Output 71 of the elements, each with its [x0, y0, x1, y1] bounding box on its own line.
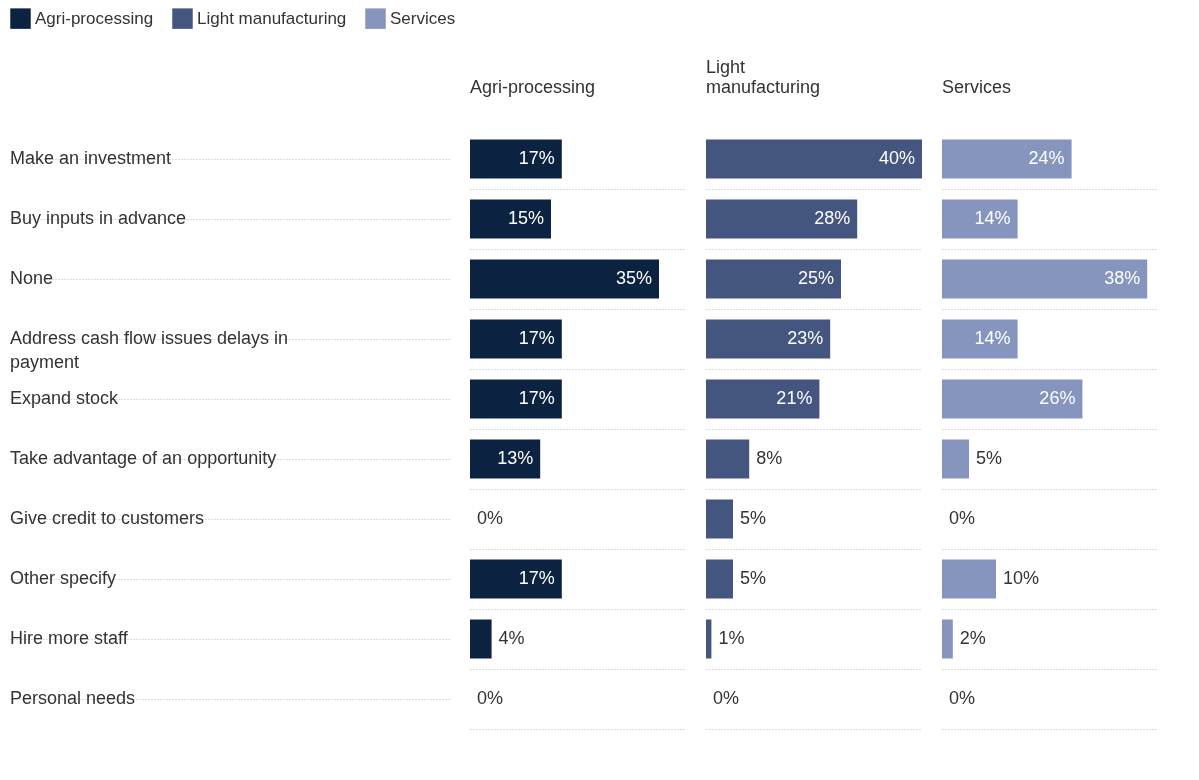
y-tick-label: Give credit to customers — [10, 508, 205, 528]
bar — [470, 619, 492, 659]
bar — [942, 319, 1018, 359]
bar — [470, 559, 562, 599]
data-label: 10% — [1003, 568, 1040, 588]
data-label: 2% — [959, 628, 986, 648]
data-label: 5% — [740, 508, 767, 528]
bar — [470, 319, 562, 359]
y-tick-label: Address cash flow issues delays in payment — [10, 328, 289, 372]
bar — [470, 379, 562, 419]
bar — [706, 379, 820, 419]
data-label: 14% — [974, 208, 1011, 228]
data-label: 0% — [477, 688, 504, 708]
bar — [706, 139, 922, 179]
y-tick-label: Buy inputs in advance — [10, 208, 187, 228]
data-label: 0% — [949, 688, 976, 708]
data-label: 24% — [1028, 148, 1065, 168]
bar — [470, 199, 551, 239]
data-label: 5% — [740, 568, 767, 588]
data-label: 23% — [787, 328, 824, 348]
data-label: 17% — [518, 148, 555, 168]
bar — [942, 259, 1148, 299]
y-tick-label: None — [10, 268, 54, 288]
data-label: 13% — [497, 448, 534, 468]
bar — [706, 439, 750, 479]
data-label: 35% — [615, 268, 652, 288]
chart-title: Agri-processing — [470, 77, 596, 97]
bar — [942, 619, 953, 659]
bar — [706, 199, 858, 239]
data-label: 40% — [878, 148, 915, 168]
y-tick-label: Other specify — [10, 568, 117, 588]
y-tick-label: Expand stock — [10, 388, 120, 408]
data-label: 1% — [718, 628, 745, 648]
data-label: 14% — [974, 328, 1011, 348]
bar — [942, 139, 1072, 179]
y-tick-label: Make an investment — [10, 148, 172, 168]
data-label: 38% — [1104, 268, 1141, 288]
bar — [470, 259, 659, 299]
bar — [706, 259, 841, 299]
data-label: 26% — [1039, 388, 1076, 408]
bar — [942, 559, 996, 599]
bar — [942, 199, 1018, 239]
bar — [706, 559, 733, 599]
data-label: 15% — [507, 208, 544, 228]
legend-label: Services — [390, 8, 456, 28]
chart-title: Services — [942, 77, 1012, 97]
data-label: 21% — [776, 388, 813, 408]
data-label: 0% — [949, 508, 976, 528]
y-tick-label: Take advantage of an opportunity — [10, 448, 277, 468]
data-label: 5% — [976, 448, 1003, 468]
data-label: 0% — [713, 688, 740, 708]
data-label: 4% — [498, 628, 525, 648]
y-tick-label: Hire more staff — [10, 628, 129, 648]
data-label: 28% — [814, 208, 851, 228]
bar — [942, 439, 969, 479]
bar — [470, 439, 541, 479]
data-label: 0% — [477, 508, 504, 528]
bar — [942, 379, 1083, 419]
data-label: 17% — [518, 568, 555, 588]
bar — [706, 499, 733, 539]
legend-label: Light manufacturing — [197, 8, 347, 28]
data-label: 25% — [797, 268, 834, 288]
data-label: 17% — [518, 328, 555, 348]
bar — [706, 619, 712, 659]
legend-label: Agri-processing — [35, 8, 154, 28]
bar — [470, 139, 562, 179]
bar — [706, 319, 831, 359]
y-tick-label: Personal needs — [10, 688, 136, 708]
data-label: 17% — [518, 388, 555, 408]
chart-title: Light manufacturing — [706, 57, 821, 97]
data-label: 8% — [756, 448, 783, 468]
